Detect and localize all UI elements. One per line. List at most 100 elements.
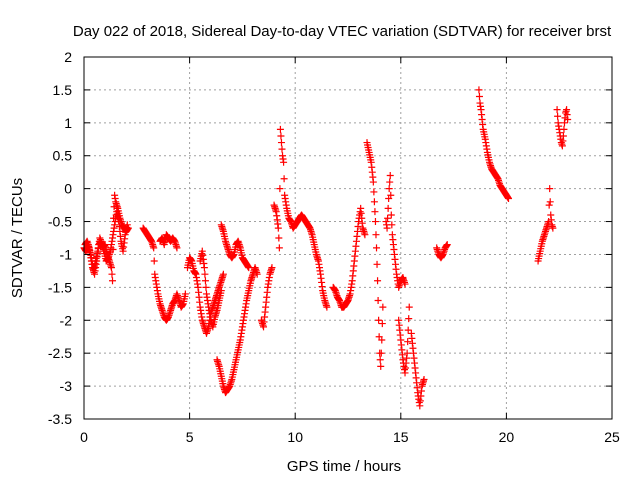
y-tick-label: -2.5 [48, 345, 72, 361]
y-tick-label: -3 [60, 378, 73, 394]
x-axis-label: GPS time / hours [287, 458, 401, 475]
data-point [374, 297, 382, 305]
y-tick-label: 0 [64, 181, 72, 197]
y-tick-label: -1.5 [48, 279, 72, 295]
data-point [276, 185, 284, 193]
data-point [384, 214, 392, 222]
data-point [371, 208, 379, 216]
y-tick-label: 2 [64, 49, 72, 65]
data-point [554, 112, 562, 120]
data-point [150, 244, 158, 252]
data-point [219, 270, 227, 278]
data-point [443, 241, 451, 249]
data-point [278, 145, 286, 153]
data-point [373, 244, 381, 252]
x-tick-label: 20 [499, 429, 515, 445]
x-tick-label: 5 [186, 429, 194, 445]
data-point [181, 290, 189, 298]
data-point [374, 277, 382, 285]
y-tick-label: -1 [60, 246, 73, 262]
data-point [559, 132, 567, 140]
grid [84, 57, 612, 419]
data-point [378, 336, 386, 344]
data-point [373, 260, 381, 268]
data-point [560, 125, 568, 133]
data-point [377, 349, 385, 357]
data-point [200, 264, 208, 272]
data-point [253, 270, 261, 278]
data-point [173, 244, 181, 252]
data-point [277, 139, 285, 147]
data-point [217, 287, 225, 295]
data-point [150, 257, 158, 265]
plot-frame [83, 56, 613, 420]
data-point [274, 224, 282, 232]
data-point [123, 221, 131, 229]
axis-ticks: 0 5 10 15 20 25 -3.5 -3 -2.5 -2 -1.5 -1 -0.5 0 0.5 1 1.5… [48, 49, 620, 445]
data-point [505, 195, 513, 203]
data-point [371, 218, 379, 226]
x-tick-label: 25 [604, 429, 620, 445]
data-point [372, 231, 380, 239]
data-point [384, 204, 392, 212]
data-point [387, 191, 395, 199]
data-point [564, 116, 572, 124]
data-point [280, 158, 288, 166]
y-tick-label: -3.5 [48, 411, 72, 427]
data-point [276, 125, 284, 133]
data-point [379, 303, 387, 311]
data-point [201, 270, 209, 278]
x-tick-label: 0 [80, 429, 88, 445]
data-point [109, 277, 117, 285]
y-axis-label: SDTVAR / TECUs [9, 178, 26, 298]
data-point [383, 224, 391, 232]
data-point [280, 175, 288, 183]
data-point [361, 231, 369, 239]
data-point [375, 316, 383, 324]
data-point [201, 277, 209, 285]
data-point [385, 185, 393, 193]
data-point [546, 198, 554, 206]
data-point [107, 264, 115, 272]
data-point [475, 86, 483, 94]
data-point [475, 92, 483, 100]
y-tick-label: 0.5 [53, 148, 73, 164]
data-point [401, 280, 409, 288]
data-point [370, 198, 378, 206]
data-point [370, 188, 378, 196]
data-point [388, 221, 396, 229]
y-tick-label: -0.5 [48, 214, 72, 230]
data-point [275, 234, 283, 242]
data-point [546, 185, 554, 193]
data-point [369, 178, 377, 186]
data-point [386, 178, 394, 186]
x-tick-label: 10 [287, 429, 303, 445]
data-point [245, 264, 253, 272]
data-point [386, 171, 394, 179]
data-point [549, 224, 557, 232]
data-point [403, 349, 411, 357]
data-point [323, 303, 331, 311]
data-point [202, 283, 210, 291]
chart-title: Day 022 of 2018, Sidereal Day-to-day VTE… [73, 23, 612, 40]
data-point [376, 356, 384, 364]
data-point [377, 362, 385, 370]
data-point [404, 326, 412, 334]
y-tick-label: -2 [60, 312, 73, 328]
data-point [405, 315, 413, 323]
data-point [268, 264, 276, 272]
data-point [108, 270, 116, 278]
data-point [277, 132, 285, 140]
y-tick-label: 1 [64, 115, 72, 131]
y-tick-label: 1.5 [53, 82, 73, 98]
data-point [387, 211, 395, 219]
data-point [420, 376, 428, 384]
data-point [545, 201, 553, 209]
data-point [405, 303, 413, 311]
x-tick-label: 15 [393, 429, 409, 445]
data-points [80, 86, 572, 410]
data-point [404, 338, 412, 346]
data-point [553, 106, 561, 114]
